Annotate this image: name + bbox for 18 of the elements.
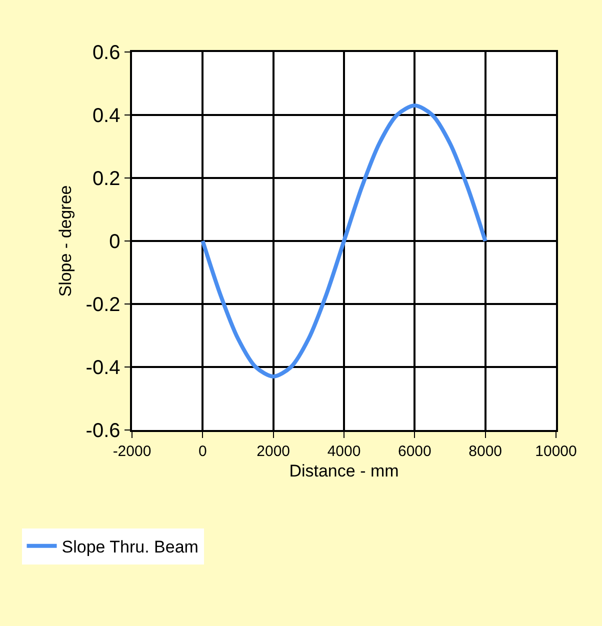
y-tick-label: 0.6 — [92, 42, 120, 64]
x-tick-label: 2000 — [256, 442, 290, 460]
legend-label: Slope Thru. Beam — [62, 537, 198, 556]
x-tick-label: -2000 — [112, 442, 152, 460]
x-tick-label: 6000 — [398, 442, 432, 460]
line-series — [200, 104, 488, 378]
x-axis-title: Distance - mm — [289, 462, 399, 481]
y-axis-title: Slope - degree — [56, 185, 75, 297]
x-tick-label: 10000 — [535, 442, 577, 460]
y-tick-label: 0.4 — [92, 105, 120, 127]
y-tick-label: 0.2 — [92, 168, 120, 190]
y-tick-label: -0.4 — [86, 357, 120, 379]
y-tick-label: 0 — [109, 231, 120, 253]
x-tick-label: 8000 — [468, 442, 502, 460]
y-tick-label: -0.6 — [86, 420, 120, 442]
y-tick-label: -0.2 — [86, 294, 120, 316]
x-tick-label: 4000 — [327, 442, 361, 460]
x-tick-label: 0 — [198, 442, 207, 460]
